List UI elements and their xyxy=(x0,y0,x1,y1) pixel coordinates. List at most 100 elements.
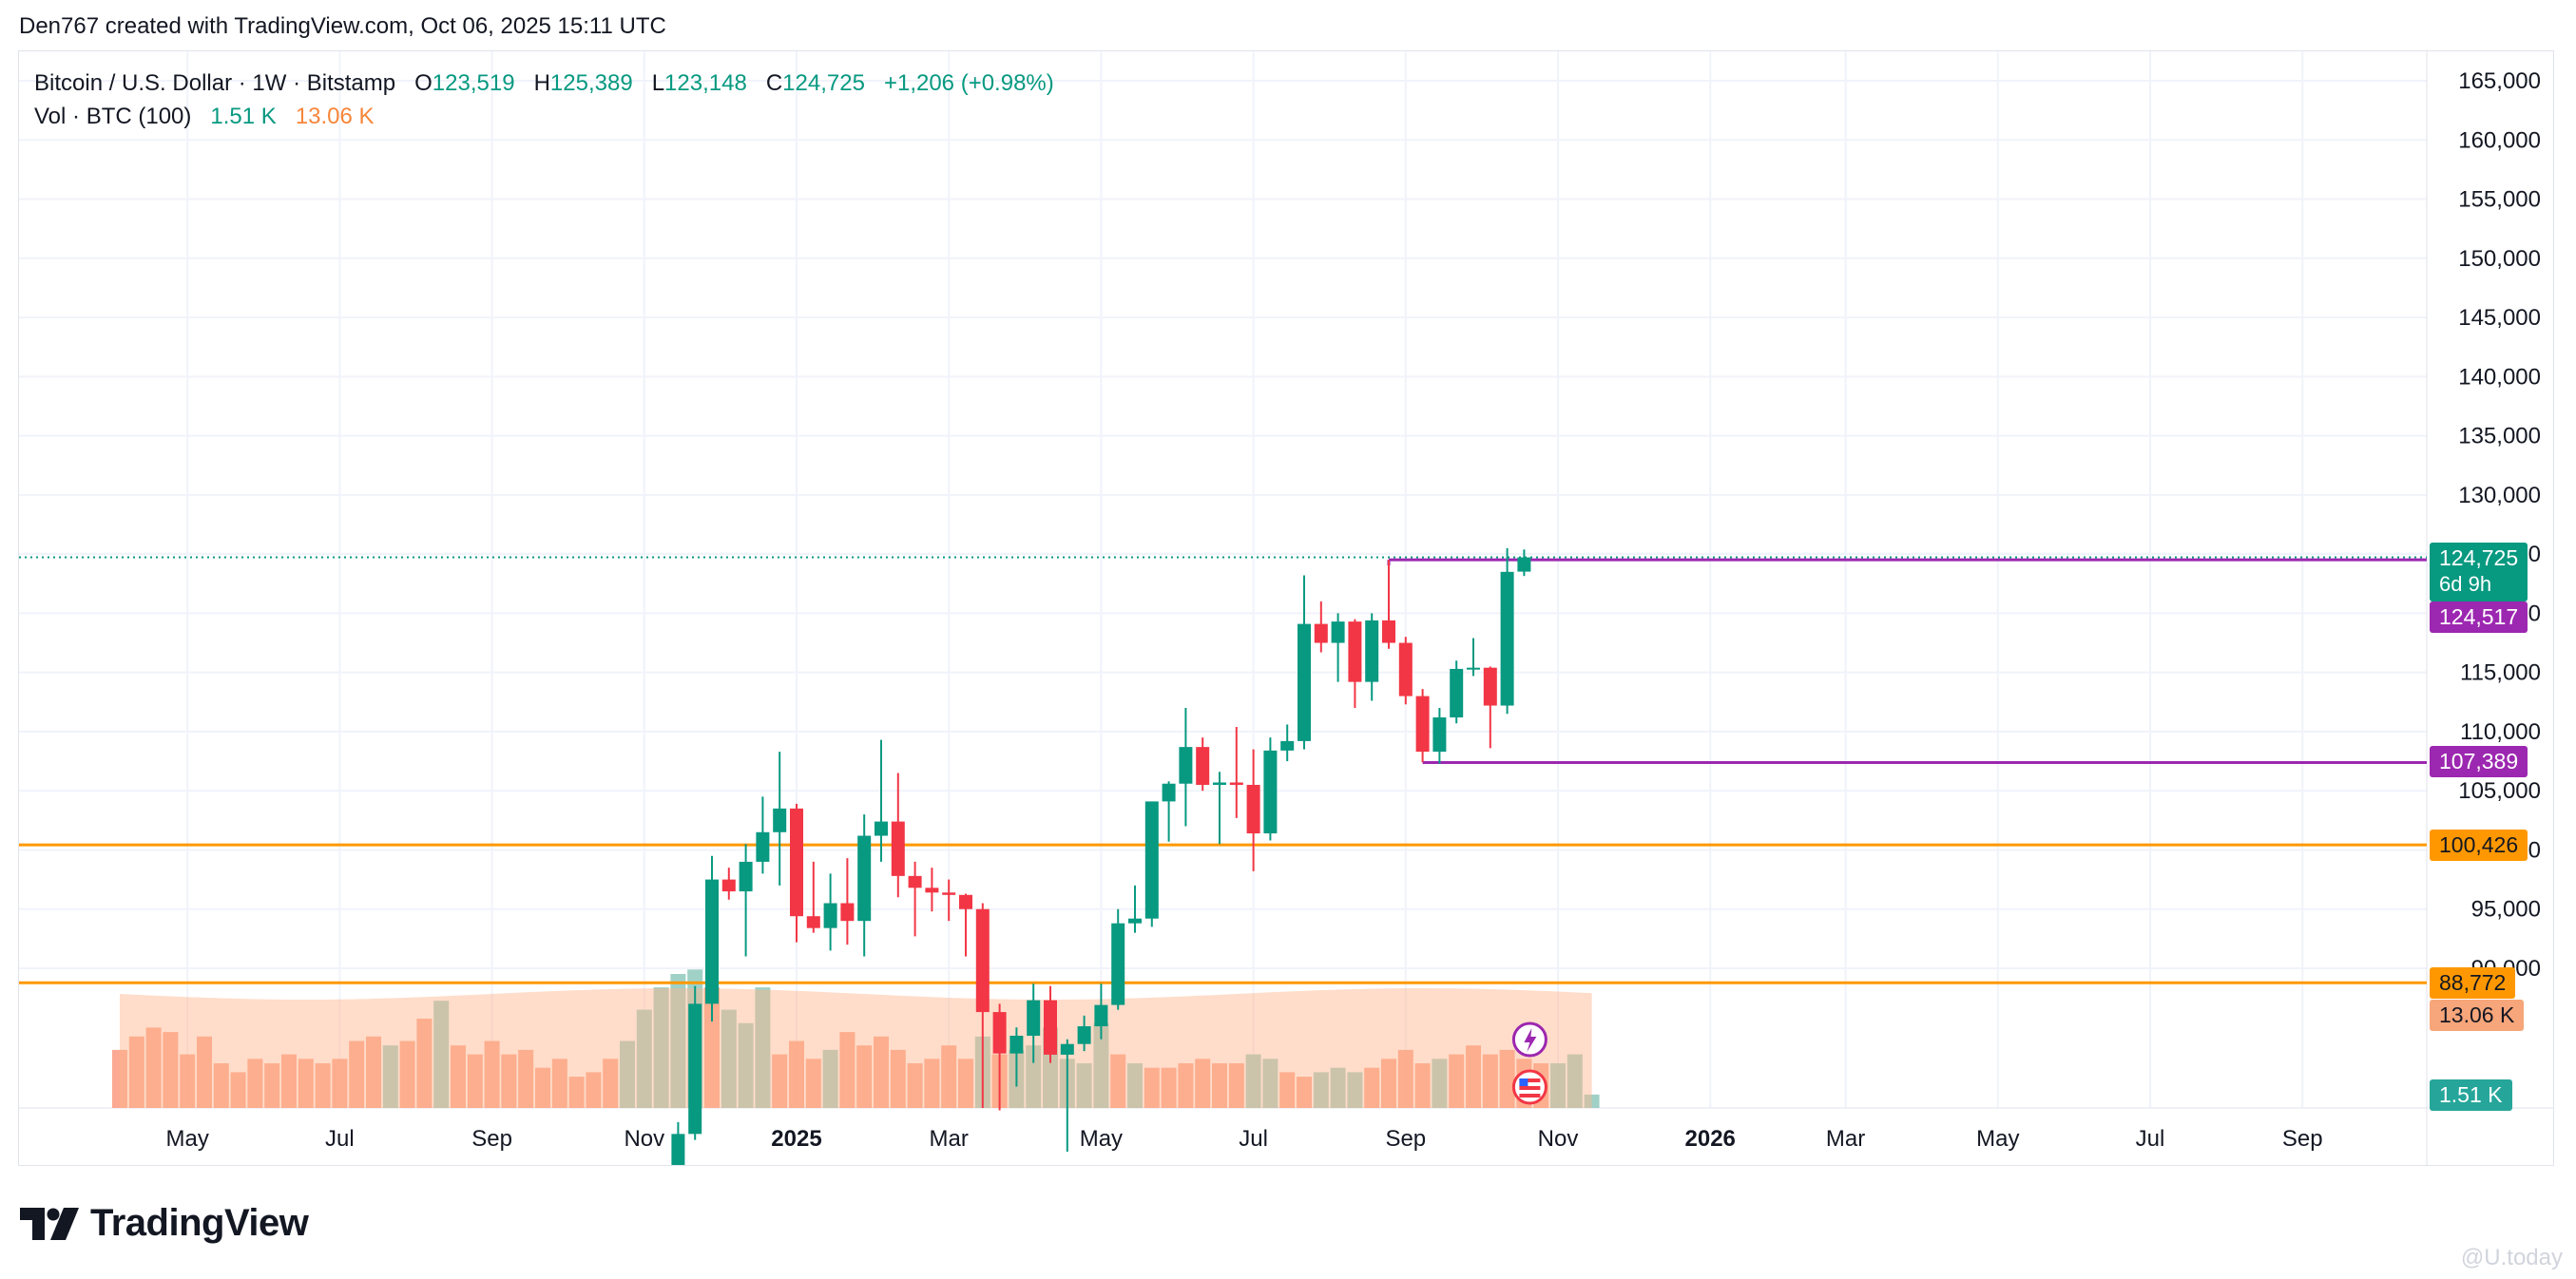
volume-bar xyxy=(890,1049,906,1108)
volume-bar xyxy=(230,1072,246,1108)
volume-ma-tag: 13.06 K xyxy=(2430,1000,2525,1031)
y-tick-label: 105,000 xyxy=(2458,778,2541,804)
volume-ma-value: 13.06 K xyxy=(295,104,375,129)
volume-bar xyxy=(399,1040,415,1108)
volume-bar xyxy=(1262,1059,1278,1108)
volume-bar xyxy=(1449,1054,1465,1108)
candle-body xyxy=(1450,668,1464,717)
volume-bar xyxy=(1245,1054,1261,1108)
candle-body xyxy=(975,908,990,1013)
volume-bar xyxy=(1313,1072,1329,1108)
level-88k-tag: 88,772 xyxy=(2430,967,2516,999)
volume-bar xyxy=(924,1059,940,1108)
us-flag-icon xyxy=(1519,1086,1541,1090)
volume-bar xyxy=(738,1022,754,1108)
ohlc-legend-row: Bitcoin / U.S. Dollar · 1W · Bitstamp O1… xyxy=(34,67,1054,100)
candle-body xyxy=(891,821,905,876)
volume-bar xyxy=(366,1036,381,1108)
x-tick-label: May xyxy=(1976,1126,2019,1152)
volume-bar xyxy=(1076,1063,1092,1108)
volume-bar xyxy=(145,1027,162,1108)
candle-body xyxy=(1246,784,1260,834)
volume-bar xyxy=(1178,1063,1194,1108)
candle-body xyxy=(1077,1026,1091,1044)
volume-bar xyxy=(1499,1049,1515,1108)
volume-value: 1.51 K xyxy=(210,104,277,129)
candle-body xyxy=(688,1003,702,1135)
x-tick-label: Nov xyxy=(624,1126,664,1152)
volume-bar xyxy=(518,1049,534,1108)
candle-body xyxy=(1263,750,1278,834)
lightning-icon xyxy=(1524,1028,1537,1052)
candle-body xyxy=(1298,623,1311,741)
volume-bar xyxy=(1414,1063,1431,1108)
volume-bar xyxy=(941,1045,957,1108)
volume-bar xyxy=(568,1077,585,1108)
volume-bar xyxy=(1212,1063,1227,1108)
volume-bar xyxy=(484,1040,500,1108)
volume-bar xyxy=(586,1072,602,1108)
volume-title[interactable]: Vol · BTC (100) xyxy=(34,104,192,129)
volume-bar xyxy=(416,1019,433,1108)
volume-bar xyxy=(298,1059,314,1108)
candle-body xyxy=(806,916,820,928)
candle-body xyxy=(756,831,770,862)
price-chart[interactable]: 90,00095,000100,000105,000110,000115,000… xyxy=(19,51,2553,1165)
candle-body xyxy=(1213,782,1226,785)
y-tick-label: 135,000 xyxy=(2458,424,2541,449)
volume-bar xyxy=(1297,1077,1312,1108)
volume-bar xyxy=(281,1054,297,1108)
tradingview-brand: TradingView xyxy=(90,1202,309,1244)
volume-bar xyxy=(1093,1022,1109,1108)
tradingview-mark-icon xyxy=(20,1207,79,1240)
volume-bar xyxy=(433,1001,450,1108)
volume-bar xyxy=(755,987,771,1108)
candle-body xyxy=(790,808,803,917)
y-tick-label: 150,000 xyxy=(2458,246,2541,272)
candle-body xyxy=(1432,716,1447,753)
candle-body xyxy=(739,861,753,892)
volume-bar xyxy=(128,1036,144,1108)
y-tick-label: 155,000 xyxy=(2458,187,2541,213)
candle-body xyxy=(1111,923,1125,1005)
symbol-title[interactable]: Bitcoin / U.S. Dollar · 1W · Bitstamp xyxy=(34,70,396,96)
volume-bar xyxy=(180,1054,196,1108)
volume-bar xyxy=(805,1059,821,1108)
volume-bar xyxy=(213,1063,229,1108)
candle-body xyxy=(1162,783,1176,802)
volume-bar xyxy=(1026,1045,1042,1108)
x-tick-label: Sep xyxy=(471,1126,512,1152)
volume-bar xyxy=(197,1036,212,1108)
volume-bar xyxy=(1144,1067,1160,1108)
watermark: @U.today xyxy=(2460,1245,2563,1270)
candle-body xyxy=(1331,621,1345,643)
volume-bar xyxy=(1195,1059,1211,1108)
candle-body xyxy=(1348,621,1362,682)
last-price-value: 124,725 xyxy=(2439,545,2519,570)
volume-bar xyxy=(1161,1067,1177,1108)
high-label: H xyxy=(533,70,550,96)
volume-bar xyxy=(1567,1054,1583,1108)
x-tick-label: Jul xyxy=(2136,1126,2165,1152)
volume-bar xyxy=(603,1059,619,1108)
x-tick-label: May xyxy=(166,1126,209,1152)
volume-bar xyxy=(1364,1067,1380,1108)
volume-bar xyxy=(636,1009,652,1108)
tradingview-logo[interactable]: TradingView xyxy=(20,1202,309,1245)
candle-body xyxy=(908,875,922,888)
candle-body xyxy=(671,1134,685,1165)
volume-bar xyxy=(839,1032,855,1108)
close-label: C xyxy=(765,70,783,96)
candle-body xyxy=(1280,740,1295,751)
chart-frame[interactable]: 90,00095,000100,000105,000110,000115,000… xyxy=(18,50,2554,1166)
x-tick-label: May xyxy=(1080,1126,1123,1152)
x-tick-label: 2026 xyxy=(1685,1126,1736,1152)
volume-bar xyxy=(451,1045,466,1108)
volume-bar xyxy=(332,1059,348,1108)
x-tick-label: Sep xyxy=(1385,1126,1426,1152)
volume-ma-area xyxy=(120,988,1592,1108)
volume-bar xyxy=(467,1054,483,1108)
volume-last-tag: 1.51 K xyxy=(2430,1079,2512,1111)
us-flag-icon xyxy=(1519,1094,1541,1098)
candle-body xyxy=(721,879,736,892)
